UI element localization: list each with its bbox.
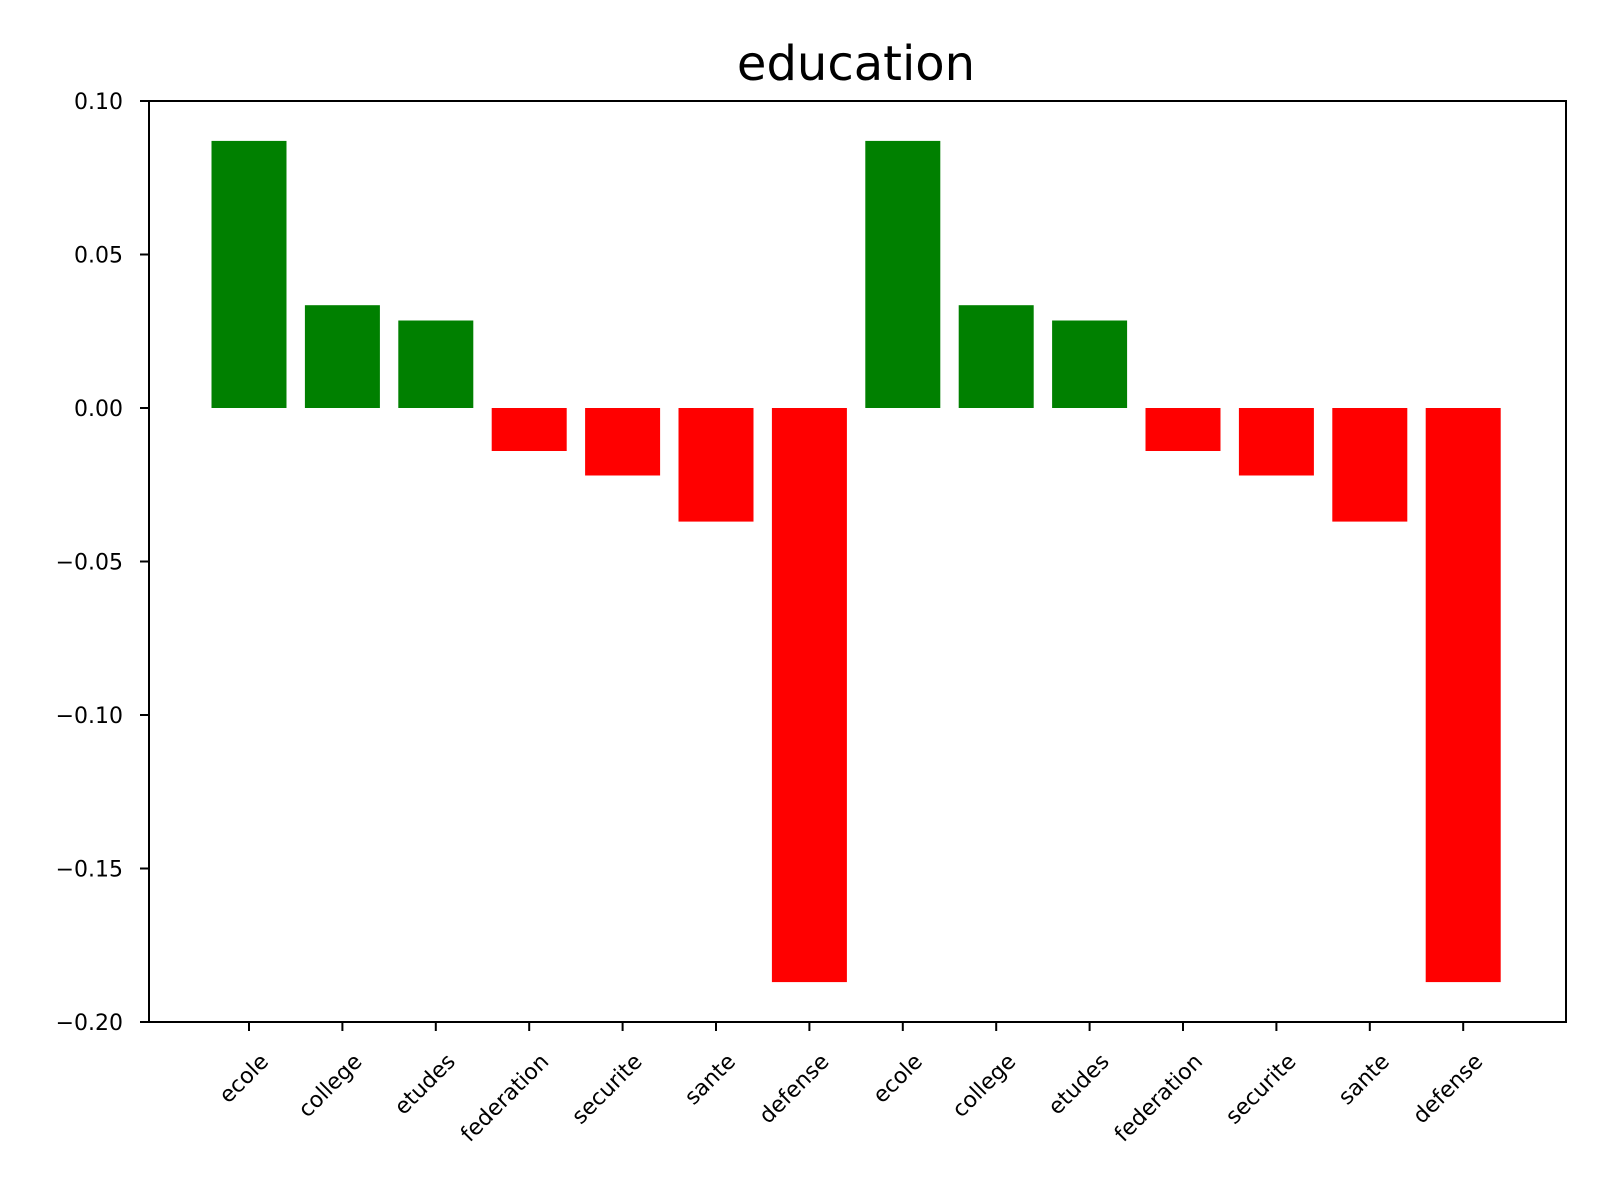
x-tick-label-defense: defense <box>755 1049 835 1129</box>
bars-group <box>211 140 1501 983</box>
axes-group <box>148 100 1567 1023</box>
bar-securite-11 <box>1238 408 1314 476</box>
bar-college-8 <box>958 305 1034 408</box>
bar-securite-4 <box>585 408 661 476</box>
chart-title: education <box>737 36 975 92</box>
y-axis: 0.10 0.05 0.00 −0.05 −0.10 −0.15 −0.20 <box>56 90 149 1036</box>
y-tick-label: 0.05 <box>74 244 123 269</box>
y-tick-label: −0.20 <box>56 1011 123 1036</box>
x-tick-label-ecole: ecole <box>869 1049 928 1108</box>
x-tick-label-etudes: etudes <box>1044 1049 1115 1120</box>
x-tick-label-sante: sante <box>680 1049 741 1110</box>
bar-sante-5 <box>678 408 754 522</box>
bar-federation-10 <box>1145 408 1221 451</box>
y-tick-label: 0.10 <box>74 90 123 115</box>
x-tick-label-ecole: ecole <box>215 1049 274 1108</box>
x-tick-label-college: college <box>294 1049 367 1122</box>
bar-federation-3 <box>491 408 567 451</box>
y-tick-label: −0.05 <box>56 551 123 576</box>
x-tick-label-etudes: etudes <box>390 1049 461 1120</box>
plot-frame <box>148 100 1567 1023</box>
y-tick-label: −0.15 <box>56 858 123 883</box>
x-tick-label-defense: defense <box>1408 1049 1488 1129</box>
y-tick-label: 0.00 <box>74 397 123 422</box>
x-tick-label-sante: sante <box>1334 1049 1395 1110</box>
bar-etudes-2 <box>398 320 474 408</box>
y-tick-label: −0.10 <box>56 704 123 729</box>
x-tick-label-federation: federation <box>456 1049 554 1147</box>
bar-defense-13 <box>1425 408 1501 983</box>
x-tick-label-college: college <box>948 1049 1021 1122</box>
x-tick-label-federation: federation <box>1110 1049 1208 1147</box>
x-tick-label-securite: securite <box>567 1049 647 1129</box>
bar-ecole-7 <box>865 140 941 408</box>
bar-ecole-0 <box>211 140 287 408</box>
bar-etudes-9 <box>1052 320 1128 408</box>
bar-college-1 <box>304 305 380 408</box>
bar-sante-12 <box>1332 408 1408 522</box>
x-tick-label-securite: securite <box>1221 1049 1301 1129</box>
bar-defense-6 <box>771 408 847 983</box>
